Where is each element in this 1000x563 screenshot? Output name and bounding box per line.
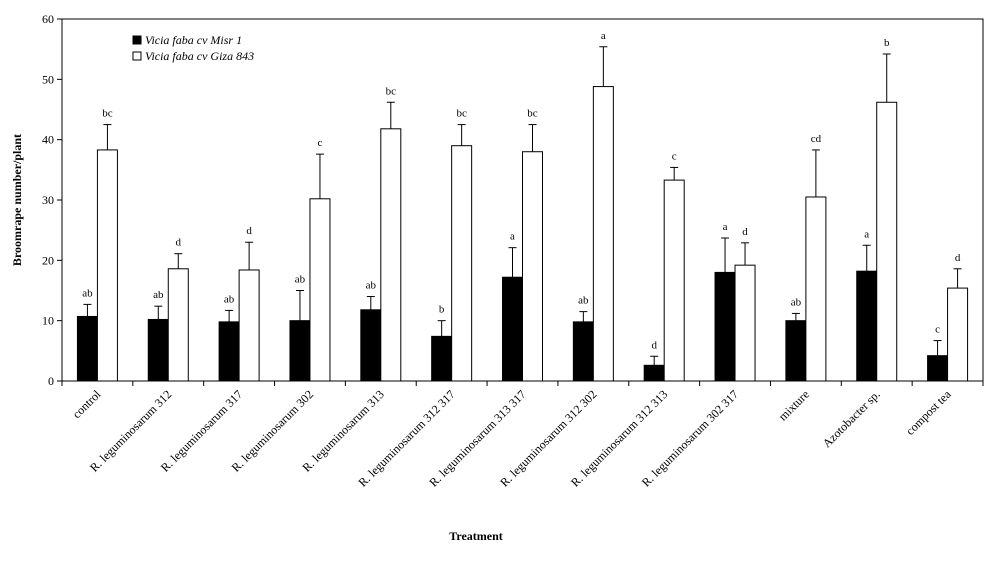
significance-label: bc — [456, 108, 467, 120]
bar-misr1 — [76, 315, 98, 382]
bar-giza843 — [734, 264, 756, 382]
y-tick-label: 50 — [42, 72, 54, 86]
bar-misr1 — [147, 318, 169, 382]
significance-label: a — [864, 228, 869, 240]
legend: Vicia faba cv Misr 1 Vicia faba cv Giza … — [132, 33, 254, 63]
significance-label: ab — [366, 280, 377, 292]
significance-label: c — [318, 137, 323, 149]
x-tick-label: control — [70, 387, 104, 421]
x-tick-label: compost tea — [903, 387, 954, 438]
significance-label: ab — [153, 289, 164, 301]
bar-misr1 — [360, 309, 382, 382]
bar-giza843 — [663, 179, 685, 382]
bar-giza843 — [947, 287, 969, 382]
significance-label: cd — [811, 133, 822, 145]
bar-giza843 — [522, 151, 543, 382]
significance-label: d — [246, 225, 252, 237]
significance-label: a — [510, 231, 515, 243]
legend-label-giza843: Vicia faba cv Giza 843 — [145, 49, 254, 63]
significance-label: ab — [82, 287, 93, 299]
x-tick-label: Azotobacter sp. — [820, 387, 883, 450]
bar-misr1 — [431, 335, 453, 382]
legend-swatch-misr1 — [132, 35, 142, 45]
significance-label: ab — [791, 296, 802, 308]
significance-label: ab — [578, 295, 589, 307]
significance-label: bc — [386, 85, 397, 97]
bar-misr1 — [289, 320, 311, 382]
significance-label: d — [742, 226, 748, 238]
bar-misr1 — [218, 321, 240, 382]
bar-giza843 — [167, 268, 189, 382]
legend-label-misr1: Vicia faba cv Misr 1 — [145, 33, 242, 47]
bar-giza843 — [380, 128, 402, 382]
significance-label: d — [651, 339, 657, 351]
significance-label: b — [884, 37, 890, 49]
bar-misr1 — [572, 321, 594, 382]
y-axis-title: Broomrape number/plant — [10, 134, 24, 266]
bar-giza843 — [96, 149, 118, 382]
significance-label: b — [439, 304, 445, 316]
bar-misr1 — [856, 270, 878, 382]
legend-swatch-giza843 — [132, 51, 142, 61]
y-tick-label: 10 — [42, 314, 54, 328]
significance-label: d — [176, 237, 182, 249]
significance-label: d — [955, 252, 961, 264]
bar-giza843 — [238, 269, 260, 382]
x-tick-label: mixture — [776, 387, 812, 423]
significance-label: ab — [224, 293, 235, 305]
y-tick-label: 30 — [42, 193, 54, 207]
significance-label: a — [601, 30, 606, 42]
bars — [76, 46, 969, 382]
bar-giza843 — [876, 101, 898, 382]
significance-label: bc — [527, 108, 538, 120]
significance-label: ab — [295, 274, 306, 286]
significance-label: bc — [102, 108, 113, 120]
bar-giza843 — [805, 196, 827, 382]
bar-giza843 — [451, 145, 473, 382]
significance-label: a — [723, 221, 728, 233]
x-axis-title: Treatment — [449, 529, 503, 543]
bar-misr1 — [643, 364, 665, 382]
bar-misr1 — [502, 276, 523, 382]
y-tick-label: 20 — [42, 253, 54, 267]
bar-misr1 — [785, 320, 807, 382]
bar-misr1 — [714, 271, 736, 382]
bar-giza843 — [592, 86, 614, 382]
bar-misr1 — [927, 355, 949, 382]
y-tick-label: 0 — [48, 374, 54, 388]
y-tick-label: 40 — [42, 133, 54, 147]
y-tick-label: 60 — [42, 12, 54, 26]
significance-label: c — [935, 324, 940, 336]
significance-label: c — [672, 150, 677, 162]
bar-giza843 — [309, 198, 331, 382]
